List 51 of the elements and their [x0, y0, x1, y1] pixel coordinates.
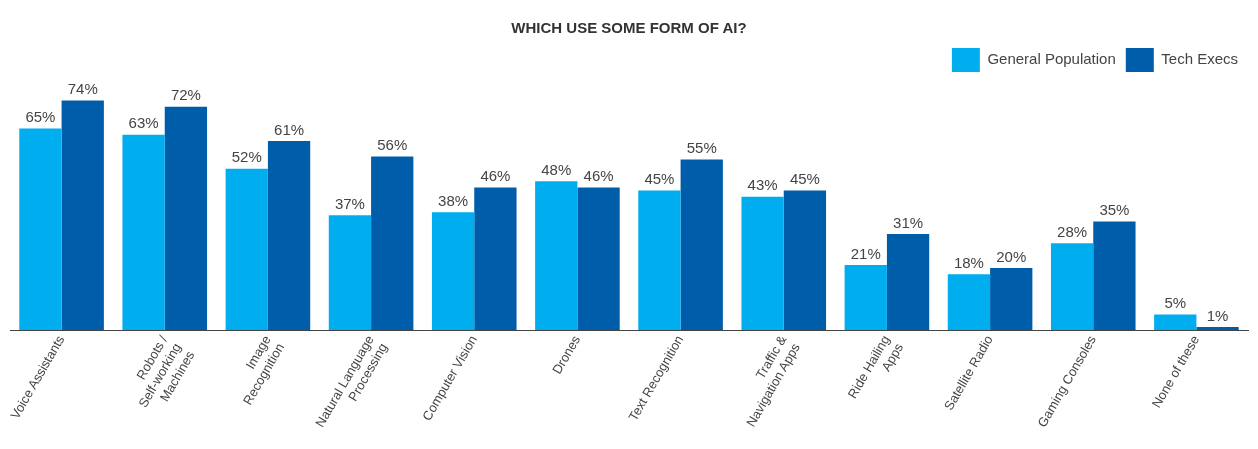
data-label: 43% — [747, 176, 778, 194]
bar — [680, 159, 723, 331]
bar — [267, 140, 311, 331]
bar — [61, 100, 104, 331]
data-label: 45% — [789, 170, 820, 188]
bar — [990, 268, 1033, 331]
bar — [19, 128, 62, 331]
data-label: 21% — [850, 244, 881, 262]
data-label: 48% — [541, 160, 572, 178]
bar — [535, 181, 578, 331]
data-label: 45% — [644, 170, 675, 188]
data-label: 46% — [583, 167, 614, 185]
bar — [225, 168, 268, 331]
data-label: 46% — [480, 167, 511, 185]
data-label: 35% — [1099, 201, 1130, 219]
bar — [1093, 221, 1136, 331]
bar — [164, 106, 208, 331]
bar — [122, 134, 165, 331]
data-label: 5% — [1164, 294, 1187, 312]
bar — [886, 233, 930, 331]
data-label: 1% — [1206, 306, 1229, 324]
bar — [844, 264, 887, 331]
bar — [577, 187, 620, 331]
bar — [474, 187, 517, 331]
data-label: 72% — [170, 86, 201, 104]
data-label: 61% — [274, 120, 305, 138]
bar — [1050, 243, 1094, 331]
bar — [371, 156, 414, 331]
bar — [1196, 326, 1239, 331]
data-label: 28% — [1057, 222, 1088, 240]
data-label: 65% — [25, 108, 56, 126]
data-label: 55% — [686, 139, 717, 157]
bar — [638, 190, 681, 331]
legend-label: General Population — [987, 50, 1116, 68]
bar — [328, 215, 372, 331]
data-label: 74% — [67, 80, 98, 98]
bar — [783, 190, 827, 331]
data-label: 20% — [996, 247, 1027, 265]
data-label: 18% — [953, 253, 984, 271]
data-label: 63% — [128, 114, 159, 132]
data-label: 31% — [893, 213, 924, 231]
bar — [741, 196, 784, 331]
chart-title: WHICH USE SOME FORM OF AI? — [511, 19, 747, 37]
bar — [1154, 314, 1197, 331]
bar — [431, 212, 475, 331]
data-label: 52% — [231, 148, 262, 166]
data-label: 37% — [334, 194, 365, 212]
legend-label: Tech Execs — [1161, 50, 1238, 68]
data-label: 38% — [438, 191, 469, 209]
bar — [947, 274, 991, 331]
data-label: 56% — [377, 136, 408, 154]
